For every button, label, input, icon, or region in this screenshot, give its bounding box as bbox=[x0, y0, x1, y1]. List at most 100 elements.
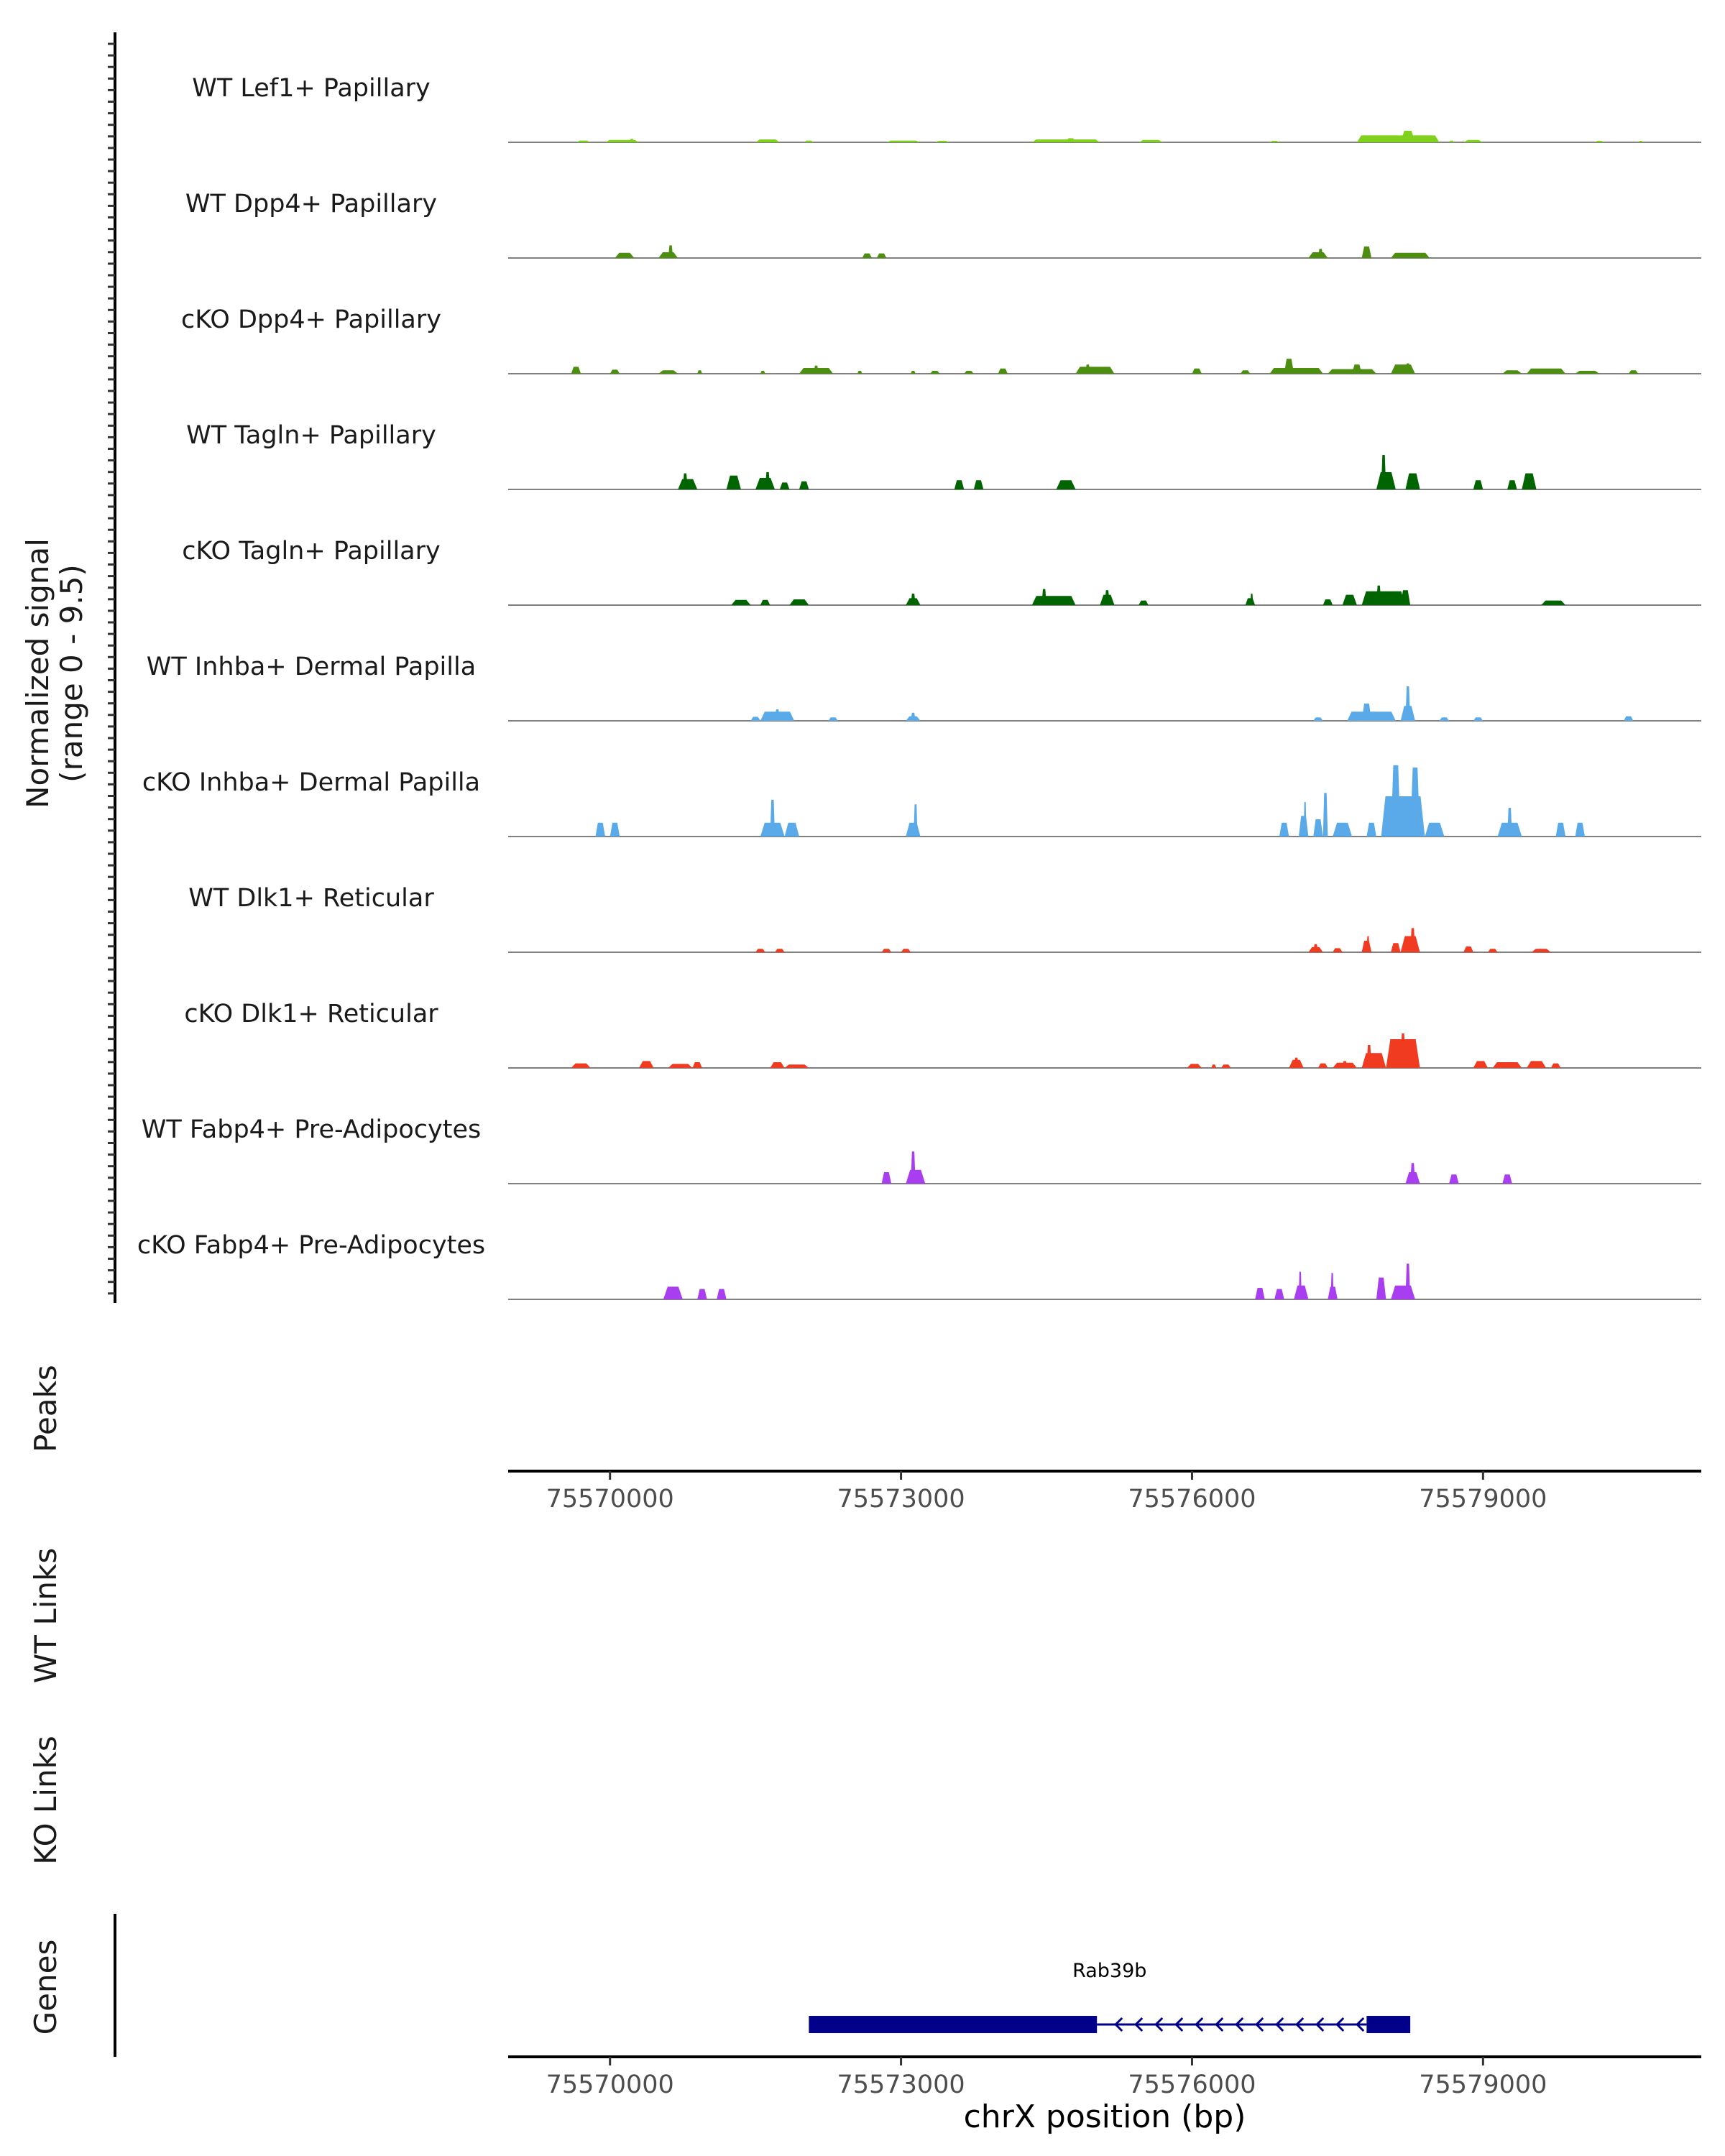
coverage-peak bbox=[1328, 369, 1376, 374]
coverage-peak bbox=[814, 365, 819, 374]
coverage-peak bbox=[1313, 944, 1318, 952]
coverage-peak bbox=[881, 1172, 892, 1184]
coverage-peak bbox=[1638, 141, 1643, 142]
coverage-peak bbox=[1075, 367, 1115, 374]
track-label: WT Dlk1+ Reticular bbox=[188, 884, 434, 913]
strand-arrow bbox=[1356, 2017, 1365, 2032]
coverage-peak bbox=[1056, 480, 1076, 489]
coverage-peak bbox=[857, 371, 862, 374]
coverage-peak bbox=[1400, 590, 1411, 605]
coverage-peak bbox=[1575, 371, 1600, 374]
coverage-peak bbox=[1531, 949, 1551, 952]
coverage-peak bbox=[1628, 370, 1639, 374]
coverage-peak bbox=[697, 370, 702, 374]
coverage-peak bbox=[678, 479, 698, 489]
peaks-x-axis: 75570000 75573000 75576000 75579000 bbox=[546, 1471, 1547, 1514]
coverage-peak bbox=[1250, 594, 1254, 605]
coverage-peak bbox=[1342, 1061, 1348, 1068]
track-cko-dlk1-reticular: cKO Dlk1+ Reticular bbox=[184, 1000, 1701, 1069]
coverage-peak bbox=[770, 1062, 785, 1068]
coverage-peak bbox=[1439, 717, 1450, 721]
coverage-peak bbox=[1284, 359, 1294, 374]
coverage-peak bbox=[964, 371, 974, 374]
coverage-peak bbox=[1303, 802, 1307, 837]
x-axis-title: chrX position (bp) bbox=[964, 2099, 1246, 2135]
coverage-peak bbox=[750, 717, 760, 721]
signal-axis bbox=[108, 32, 116, 1303]
coverage-peak bbox=[1624, 716, 1634, 721]
coverage-peak bbox=[610, 822, 620, 837]
coverage-peak bbox=[1391, 1285, 1415, 1299]
coverage-peak bbox=[1269, 141, 1279, 142]
coverage-peak bbox=[1187, 1064, 1202, 1068]
track-label: cKO Dlk1+ Reticular bbox=[184, 1000, 438, 1028]
x-tick-label: 75570000 bbox=[546, 1485, 674, 1514]
signal-axis-range-label: (range 0 - 9.5) bbox=[54, 564, 89, 783]
coverage-peak bbox=[1473, 717, 1484, 721]
coverage-peak bbox=[876, 253, 887, 258]
track-wt-tagln-papillary: WT Tagln+ Papillary bbox=[186, 421, 1701, 490]
coverage-peak bbox=[1333, 822, 1353, 837]
strand-arrow bbox=[1174, 2017, 1184, 2032]
coverage-peak bbox=[934, 141, 950, 142]
coverage-peak bbox=[1317, 1063, 1328, 1068]
coverage-peak bbox=[911, 1151, 916, 1184]
coverage-peak bbox=[828, 717, 838, 721]
genes-x-axis: 75570000 75573000 75576000 75579000 bbox=[546, 2057, 1547, 2099]
track-wt-fabp4-pre-adipocytes: WT Fabp4+ Pre-Adipocytes bbox=[142, 1115, 1701, 1184]
coverage-peak bbox=[571, 367, 581, 374]
strand-arrow bbox=[1315, 2017, 1325, 2032]
coverage-peak bbox=[1366, 1045, 1372, 1068]
coverage-peak bbox=[1245, 598, 1256, 605]
coverage-peak bbox=[1492, 1062, 1522, 1068]
coverage-peak bbox=[779, 482, 790, 489]
coverage-peak bbox=[1391, 765, 1401, 837]
coverage-peak bbox=[610, 369, 620, 374]
coverage-peak bbox=[1317, 249, 1323, 258]
x-tick-label: 75573000 bbox=[837, 2070, 965, 2099]
wt-links-panel-label: WT Links bbox=[28, 1548, 63, 1683]
track-label: WT Fabp4+ Pre-Adipocytes bbox=[142, 1115, 481, 1144]
strand-arrow bbox=[1295, 2017, 1305, 2032]
coverage-peak bbox=[1347, 711, 1396, 721]
coverage-peak bbox=[1463, 946, 1473, 952]
coverage-peak bbox=[1322, 793, 1328, 837]
coverage-peak bbox=[629, 139, 635, 142]
coverage-peak bbox=[663, 1286, 683, 1299]
track-label: cKO Inhba+ Dermal Papilla bbox=[142, 768, 480, 797]
coverage-peak bbox=[1405, 363, 1411, 374]
coverage-peak bbox=[668, 245, 673, 258]
coverage-peak bbox=[906, 1169, 926, 1184]
coverage-peak bbox=[1400, 131, 1415, 142]
coverage-peak bbox=[1381, 455, 1386, 489]
x-tick-label: 75579000 bbox=[1419, 2070, 1547, 2099]
coverage-peak bbox=[1488, 949, 1498, 952]
coverage-peak bbox=[1594, 141, 1604, 142]
coverage-peak bbox=[1366, 936, 1370, 952]
coverage-peak bbox=[799, 481, 809, 489]
coverage-peak bbox=[1376, 472, 1396, 489]
coverage-peak bbox=[697, 1289, 707, 1299]
coverage-peak bbox=[755, 478, 776, 489]
coverage-peak bbox=[775, 709, 780, 721]
track-cko-dpp4-papillary: cKO Dpp4+ Papillary bbox=[181, 305, 1701, 374]
coverage-peak bbox=[1391, 252, 1430, 258]
coverage-peak bbox=[571, 1063, 591, 1068]
track-wt-dpp4-papillary: WT Dpp4+ Papillary bbox=[185, 190, 1701, 259]
coverage-peak bbox=[998, 368, 1008, 374]
coverage-peak bbox=[1473, 480, 1484, 489]
strand-arrow bbox=[1154, 2017, 1164, 2032]
x-tick-label: 75573000 bbox=[837, 1485, 965, 1514]
coverage-peak bbox=[1138, 139, 1163, 142]
coverage-peak bbox=[1211, 1064, 1217, 1068]
coverage-peak bbox=[1361, 591, 1406, 605]
coverage-peak bbox=[1527, 1061, 1547, 1068]
coverage-peak bbox=[1274, 1289, 1284, 1299]
strand-arrow bbox=[1134, 2017, 1144, 2032]
coverage-peak bbox=[1333, 948, 1343, 952]
coverage-peak bbox=[668, 1064, 693, 1068]
coverage-peak bbox=[731, 599, 751, 605]
x-tick-label: 75570000 bbox=[546, 2070, 674, 2099]
coverage-peak bbox=[1192, 368, 1202, 374]
coverage-peak bbox=[1473, 1061, 1489, 1068]
